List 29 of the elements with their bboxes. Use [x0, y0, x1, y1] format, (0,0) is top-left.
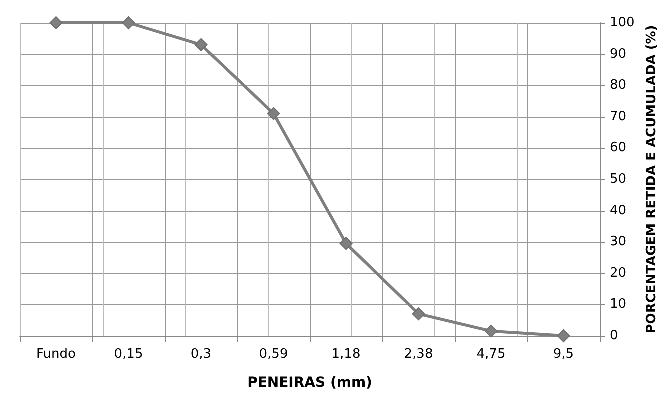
x-tick-label: 9,5 — [553, 347, 574, 362]
x-tick-label: 2,38 — [404, 347, 434, 362]
x-tick-label: 4,75 — [476, 347, 506, 362]
y-tick-label: 40 — [610, 203, 627, 218]
y-tick-label: 90 — [610, 46, 627, 62]
y-tick-label: 20 — [610, 266, 627, 281]
y-tick-label: 10 — [610, 297, 627, 312]
point — [194, 38, 208, 52]
x-tick-label: 1,18 — [332, 347, 361, 362]
point — [122, 16, 136, 30]
x-tick-label: 0,59 — [259, 347, 288, 362]
y-axis-title: PORCENTAGEM RETIDA E ACUMULADA (%) — [644, 25, 660, 334]
y-tick-label: 70 — [610, 109, 627, 124]
y-tick-label: 50 — [610, 172, 627, 187]
point — [484, 324, 498, 338]
y-tick-label: 0 — [610, 328, 618, 344]
x-axis-title: PENEIRAS (mm) — [248, 375, 372, 391]
point — [340, 237, 353, 250]
point — [267, 107, 280, 120]
y-tick-label: 30 — [610, 234, 627, 250]
point — [50, 16, 63, 30]
y-tick-label: 60 — [610, 140, 627, 156]
x-tick-label: Fundo — [36, 347, 76, 362]
x-tick-label: 0,15 — [114, 347, 144, 362]
x-tick-label: 0,3 — [190, 347, 212, 362]
point — [412, 308, 426, 321]
y-tick-label: 80 — [610, 78, 627, 94]
point — [557, 330, 570, 342]
y-tick-label: 100 — [610, 16, 635, 30]
